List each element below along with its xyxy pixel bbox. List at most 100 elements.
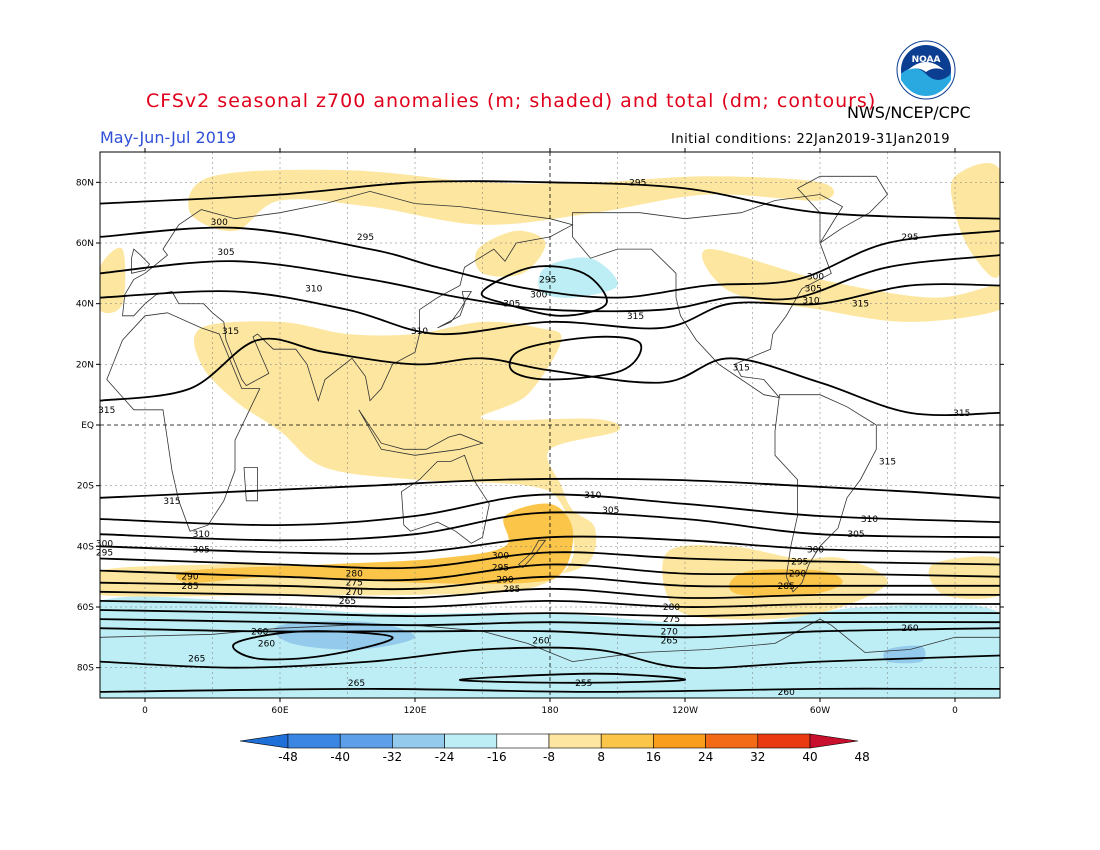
lat-tick-label: 60S [77, 603, 94, 613]
lat-tick-label: 60N [76, 239, 94, 249]
height-contours [100, 180, 1000, 693]
contour-label: 280 [346, 570, 363, 580]
positive-anomaly-region [729, 569, 843, 597]
contour-265 [100, 646, 1000, 669]
contour-295 [480, 265, 608, 317]
contour-label: 265 [661, 636, 678, 646]
map-axes: 80N 60N 40N 20N EQ 20S 40S 60S 80S 0 60E 120E 180 120… [76, 148, 1004, 716]
contour-305 [100, 254, 1000, 313]
contour-label: 315 [733, 363, 750, 373]
lon-tick-label: 60E [271, 706, 288, 716]
forecast-period: May-Jun-Jul 2019 [100, 128, 237, 147]
contour-label: 310 [584, 491, 601, 501]
contour-label: 315 [627, 312, 644, 322]
negative-anomaly-region [274, 621, 416, 650]
contour-label: 285 [778, 582, 795, 592]
contour-label: 315 [852, 300, 869, 310]
contour-label: 290 [181, 573, 198, 583]
contour-label: 295 [901, 233, 918, 243]
positive-anomaly-region [702, 249, 1000, 322]
initial-conditions: Initial conditions: 22Jan2019-31Jan2019 [671, 132, 951, 147]
contour-label: 305 [805, 285, 822, 295]
contour-label: 265 [339, 597, 356, 607]
colorbar-tick-label: -24 [435, 750, 455, 764]
contour-label: 315 [879, 457, 896, 467]
colorbar-swatch [392, 733, 445, 749]
contour-label: 255 [575, 679, 592, 689]
coastline-antarctica [100, 618, 1000, 663]
colorbar-swatch [653, 733, 706, 749]
contour-315 [100, 337, 1000, 417]
contour-label: 305 [217, 248, 234, 258]
contour-label: 295 [492, 564, 509, 574]
contour-label: 275 [346, 579, 363, 589]
contour-label: 285 [503, 585, 520, 595]
lon-tick-label: 120E [404, 706, 427, 716]
contour-label: 270 [661, 627, 678, 637]
contour-285 [100, 575, 1000, 591]
contour-label: 275 [663, 615, 680, 625]
contour-label: 315 [163, 497, 180, 507]
lat-tick-label: 80N [76, 178, 94, 188]
contour-label: 310 [861, 515, 878, 525]
contour-label: 310 [305, 285, 322, 295]
noaa-logo-icon: NOAA [896, 40, 956, 100]
figure-title: CFSv2 seasonal z700 anomalies (m; shaded… [146, 90, 877, 112]
contour-label: 260 [258, 639, 275, 649]
coastline-south-america [774, 394, 877, 593]
colorbar-tick-label: 32 [750, 750, 765, 764]
colorbar-swatch [705, 733, 759, 749]
contour-label: 265 [188, 655, 205, 665]
colorbar-tick-label: -48 [278, 750, 298, 764]
positive-anomaly-region [188, 169, 835, 232]
colorbar-tick-label: -16 [487, 750, 507, 764]
colorbar-swatch [496, 733, 550, 749]
contour-280 [100, 587, 1000, 599]
lat-tick-label: 40S [77, 542, 94, 552]
lon-tick-label: 60W [810, 706, 830, 716]
colorbar: -48 -40 -32 -24 -16 -8 8 16 24 32 40 48 [239, 733, 870, 764]
coastline-british-isles [131, 248, 151, 274]
coastline-indonesia [358, 409, 484, 456]
positive-anomaly-region [474, 230, 546, 277]
contour-label: 310 [802, 297, 819, 307]
colorbar-max-arrow [809, 733, 859, 749]
contour-315 [100, 477, 1000, 499]
positive-anomaly-region [100, 321, 621, 597]
colorbar-swatch [600, 733, 654, 749]
contour-260 [100, 627, 1000, 639]
contour-label: 310 [193, 530, 210, 540]
contour-label: 300 [211, 218, 228, 228]
contour-295 [100, 180, 1000, 220]
coastline-new-zealand [517, 539, 547, 569]
contour-label: 265 [348, 679, 365, 689]
contour-310 [100, 493, 1000, 527]
positive-anomaly-region [950, 163, 1000, 278]
colorbar-swatch [339, 733, 393, 749]
coastline-japan [437, 291, 473, 329]
contour-label: 315 [98, 406, 115, 416]
colorbar-tick-label: -40 [330, 750, 350, 764]
coastline-madagascar [243, 467, 258, 502]
colorbar-tick-label: 48 [855, 750, 870, 764]
lon-tick-label: 180 [541, 706, 558, 716]
contour-label: 310 [411, 327, 428, 337]
contour-label: 305 [847, 530, 864, 540]
contour-label: 300 [530, 291, 547, 301]
contour-305 [100, 511, 1000, 542]
contour-315 [508, 335, 643, 381]
contour-label: 295 [629, 178, 646, 188]
contour-295 [100, 551, 1000, 570]
contour-270 [100, 609, 1000, 618]
contour-label: 300 [807, 545, 824, 555]
contour-265 [100, 618, 1000, 627]
colorbar-min-arrow [239, 733, 289, 749]
colorbar-swatch [444, 733, 498, 749]
coastline-africa [106, 312, 261, 532]
lat-tick-label: 80S [77, 664, 94, 674]
contour-label: 280 [663, 603, 680, 613]
contour-label: 305 [193, 545, 210, 555]
colorbar-tick-label: 40 [802, 750, 817, 764]
colorbar-tick-label: -32 [383, 750, 403, 764]
contour-label: 295 [96, 548, 113, 558]
